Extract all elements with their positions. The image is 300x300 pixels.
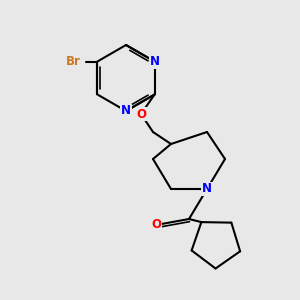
Text: N: N <box>121 104 131 118</box>
Text: N: N <box>202 182 212 196</box>
Text: N: N <box>150 55 160 68</box>
Text: Br: Br <box>66 55 81 68</box>
Text: O: O <box>136 107 146 121</box>
Text: O: O <box>151 218 161 232</box>
